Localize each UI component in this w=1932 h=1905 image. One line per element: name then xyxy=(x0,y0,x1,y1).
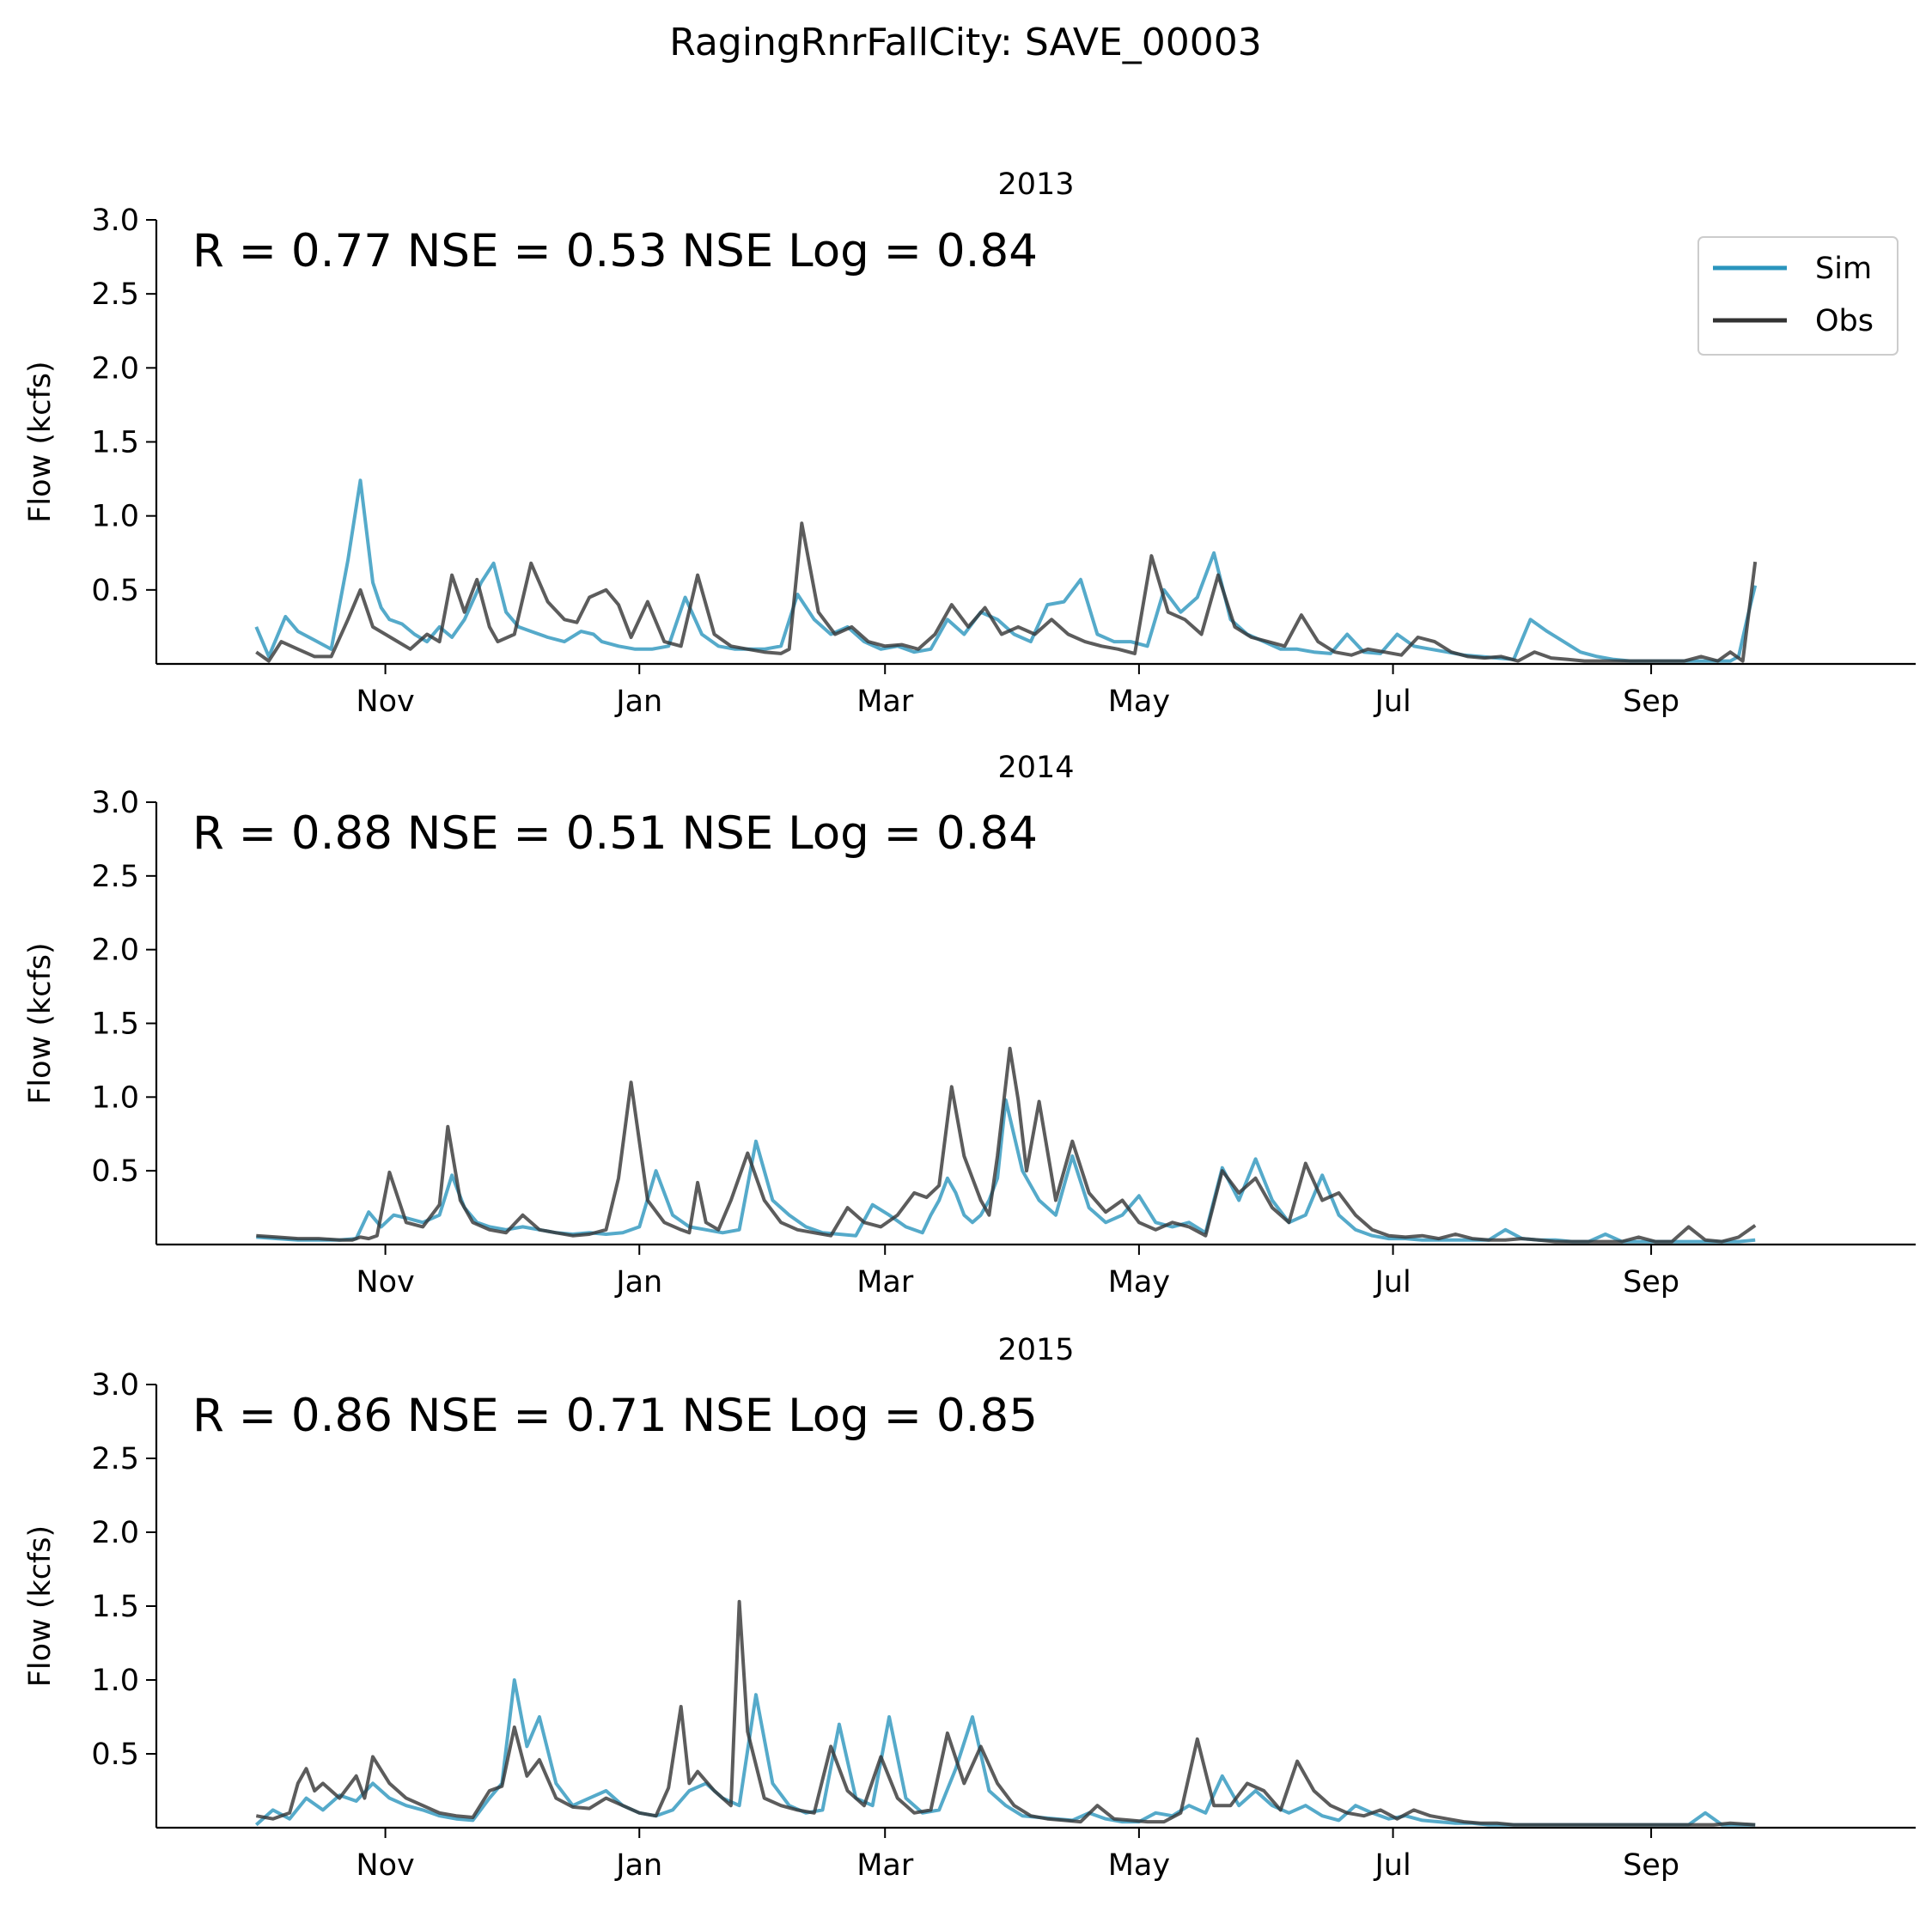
x-tick-label: Sep xyxy=(1623,1265,1679,1299)
panel-2015: 2015 0.5 1.0 1.5 2.0 2.5 3.0 Nov Jan Mar May Jul Sep… xyxy=(23,1333,1916,1883)
figure-title: RagingRnrFallCity: SAVE_00003 xyxy=(669,21,1262,64)
x-tick-label: Jan xyxy=(614,1848,662,1883)
obs-legend-label: Obs xyxy=(1815,304,1874,338)
x-tick-label: Nov xyxy=(356,1848,414,1883)
y-tick-label: 2.5 xyxy=(91,860,139,894)
y-axis-label: Flow (kcfs) xyxy=(23,1525,58,1687)
stats-annotation: R = 0.88 NSE = 0.51 NSE Log = 0.84 xyxy=(192,807,1038,860)
y-tick-label: 1.0 xyxy=(91,500,139,534)
y-tick-label: 1.5 xyxy=(91,426,139,460)
y-tick-label: 1.0 xyxy=(91,1080,139,1115)
x-tick-label: Jul xyxy=(1373,1848,1411,1883)
x-tick-label: Mar xyxy=(856,1265,914,1299)
panel-2013: 2013 0.5 1.0 1.5 2.0 2.5 3.0 Nov Jan Mar May Jul Sep… xyxy=(23,167,1916,719)
x-tick-label: May xyxy=(1108,1848,1170,1883)
y-tick-label: 2.5 xyxy=(91,277,139,312)
stats-annotation: R = 0.77 NSE = 0.53 NSE Log = 0.84 xyxy=(192,225,1038,277)
y-tick-label: 0.5 xyxy=(91,574,139,608)
y-tick-label: 3.0 xyxy=(91,204,139,238)
x-tick-label: May xyxy=(1108,1265,1170,1299)
x-tick-label: Nov xyxy=(356,685,414,719)
x-tick-label: Sep xyxy=(1623,1848,1679,1883)
obs-series-line xyxy=(255,1599,1756,1827)
x-tick-label: Mar xyxy=(856,1848,914,1883)
sim-series-line xyxy=(256,1098,1756,1244)
sim-legend-label: Sim xyxy=(1815,252,1872,286)
y-tick-label: 3.0 xyxy=(91,786,139,820)
obs-series-line xyxy=(255,521,1758,663)
y-tick-label: 0.5 xyxy=(91,1154,139,1189)
y-axis-label: Flow (kcfs) xyxy=(23,942,58,1104)
obs-series-line xyxy=(256,1046,1757,1244)
x-tick-label: Jul xyxy=(1373,685,1411,719)
x-tick-label: Mar xyxy=(856,685,914,719)
x-tick-label: Jan xyxy=(614,1265,662,1299)
y-axis-label: Flow (kcfs) xyxy=(23,361,58,522)
y-tick-label: 1.5 xyxy=(91,1007,139,1042)
y-tick-label: 3.0 xyxy=(91,1368,139,1403)
x-tick-label: May xyxy=(1108,685,1170,719)
panel-title: 2015 xyxy=(997,1333,1074,1367)
y-tick-label: 2.5 xyxy=(91,1442,139,1476)
x-tick-label: Jan xyxy=(614,685,662,719)
x-tick-label: Nov xyxy=(356,1265,414,1299)
y-tick-label: 2.0 xyxy=(91,934,139,968)
x-tick-label: Sep xyxy=(1623,685,1679,719)
stats-annotation: R = 0.86 NSE = 0.71 NSE Log = 0.85 xyxy=(192,1390,1038,1442)
y-tick-label: 2.0 xyxy=(91,351,139,386)
y-tick-label: 1.0 xyxy=(91,1664,139,1698)
y-tick-label: 1.5 xyxy=(91,1590,139,1624)
y-tick-label: 0.5 xyxy=(91,1738,139,1772)
panel-2014: 2014 0.5 1.0 1.5 2.0 2.5 3.0 Nov Jan Mar May Jul Sep… xyxy=(23,751,1916,1299)
panel-title: 2013 xyxy=(997,167,1074,202)
x-tick-label: Jul xyxy=(1373,1265,1411,1299)
y-tick-label: 2.0 xyxy=(91,1516,139,1550)
panel-title: 2014 xyxy=(997,751,1074,785)
legend: Sim Obs xyxy=(1697,236,1898,356)
